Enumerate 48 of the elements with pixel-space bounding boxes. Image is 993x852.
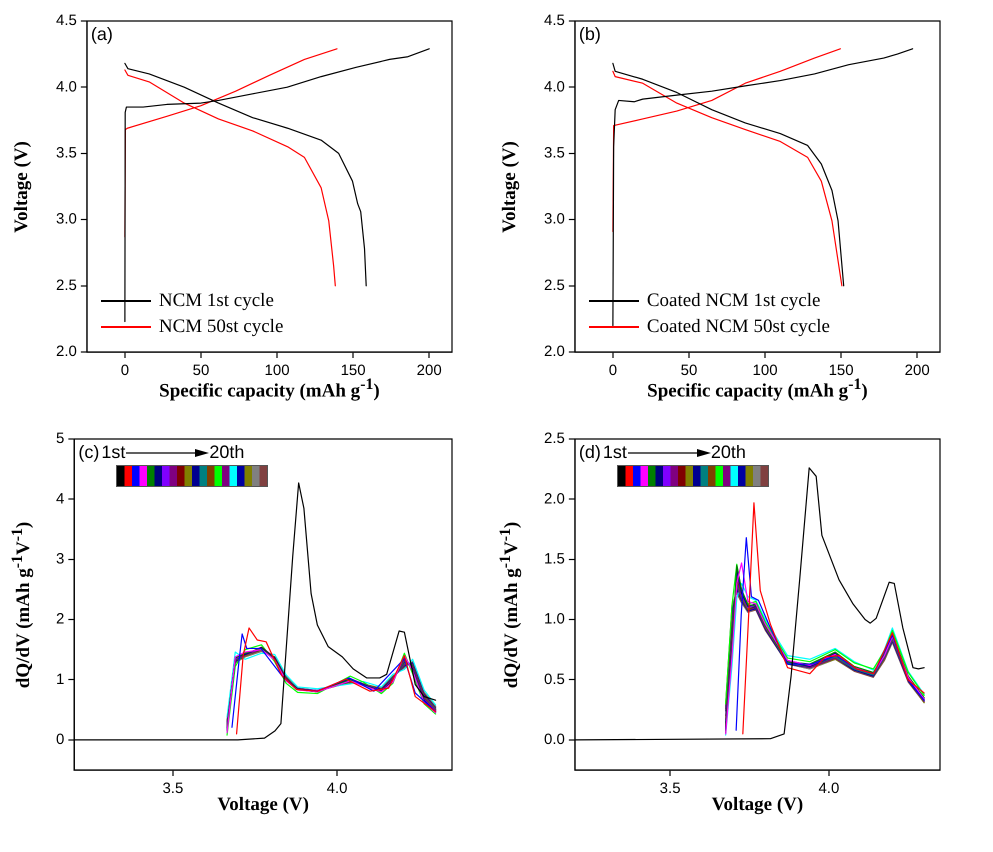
y-tick-label: 3.0 bbox=[544, 210, 565, 228]
x-tick-label: 200 bbox=[904, 362, 930, 380]
y-tick-label: 4.0 bbox=[544, 78, 565, 96]
y-tick-label: 2.0 bbox=[544, 343, 565, 360]
legend-label: Coated NCM 50st cycle bbox=[646, 316, 830, 338]
annotation: 1st bbox=[101, 442, 126, 463]
y-tick-label: 0.5 bbox=[544, 670, 565, 688]
x-axis-title: Voltage (V) bbox=[712, 794, 804, 815]
y-tick-label: 3 bbox=[56, 550, 64, 568]
annotation: (b) bbox=[578, 24, 601, 45]
y-tick-label: 4.5 bbox=[544, 12, 565, 30]
y-axis-title: Voltage (V) bbox=[499, 140, 521, 232]
y-tick-label: 4 bbox=[56, 490, 64, 508]
legend-label: NCM 1st cycle bbox=[158, 290, 274, 312]
y-tick-label: 2.0 bbox=[56, 343, 77, 360]
y-tick-label: 1.5 bbox=[544, 550, 565, 568]
y-tick-label: 4.5 bbox=[56, 12, 77, 30]
y-tick-label: 2.5 bbox=[544, 276, 565, 294]
y-tick-label: 2.5 bbox=[56, 276, 77, 294]
y-tick-label: 3.5 bbox=[56, 144, 77, 162]
y-tick-label: 4.0 bbox=[56, 78, 77, 96]
annotation: 20th bbox=[209, 442, 244, 463]
x-tick-label: 3.5 bbox=[162, 780, 184, 798]
x-axis-title: Voltage (V) bbox=[217, 794, 309, 815]
annotation: (a) bbox=[90, 24, 113, 45]
y-tick-label: 2 bbox=[56, 610, 64, 628]
x-tick-label: 0 bbox=[608, 362, 618, 380]
y-tick-label: 0 bbox=[56, 731, 64, 748]
y-tick-label: 1.0 bbox=[544, 610, 565, 628]
y-axis-title: Voltage (V) bbox=[11, 140, 33, 232]
annotation: (d) bbox=[578, 442, 601, 463]
y-tick-label: 2.0 bbox=[544, 490, 565, 508]
y-tick-label: 2.5 bbox=[544, 430, 565, 448]
y-tick-label: 3.0 bbox=[56, 210, 77, 228]
annotation: (c) bbox=[78, 442, 100, 463]
annotation: 20th bbox=[710, 442, 746, 463]
x-tick-label: 4.0 bbox=[326, 780, 348, 798]
x-tick-label: 200 bbox=[416, 362, 442, 380]
x-tick-label: 3.5 bbox=[660, 780, 681, 798]
legend-label: Coated NCM 1st cycle bbox=[646, 290, 820, 312]
legend-label: NCM 50st cycle bbox=[158, 316, 284, 338]
y-tick-label: 5 bbox=[56, 430, 64, 448]
x-tick-label: 0 bbox=[120, 362, 130, 380]
annotation: 1st bbox=[602, 442, 627, 463]
y-tick-label: 1 bbox=[56, 670, 64, 688]
x-tick-label: 4.0 bbox=[818, 780, 840, 798]
y-tick-label: 0.0 bbox=[544, 731, 565, 748]
y-tick-label: 3.5 bbox=[544, 144, 565, 162]
